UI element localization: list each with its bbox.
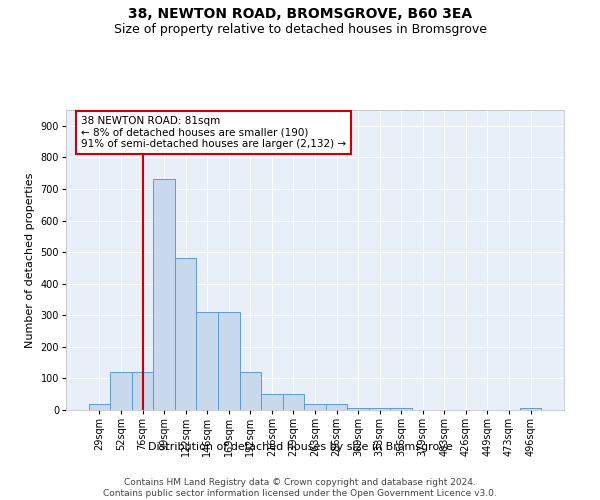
Text: Distribution of detached houses by size in Bromsgrove: Distribution of detached houses by size …	[148, 442, 452, 452]
Bar	[218, 312, 239, 410]
Bar	[347, 408, 369, 410]
Bar	[391, 408, 412, 410]
Bar	[89, 404, 110, 410]
Bar	[261, 394, 283, 410]
Y-axis label: Number of detached properties: Number of detached properties	[25, 172, 35, 348]
Bar	[369, 408, 391, 410]
Bar	[196, 312, 218, 410]
Bar	[304, 404, 326, 410]
Bar	[283, 394, 304, 410]
Bar	[520, 408, 541, 410]
Text: Contains HM Land Registry data © Crown copyright and database right 2024.
Contai: Contains HM Land Registry data © Crown c…	[103, 478, 497, 498]
Text: Size of property relative to detached houses in Bromsgrove: Size of property relative to detached ho…	[113, 22, 487, 36]
Bar	[110, 372, 132, 410]
Text: 38, NEWTON ROAD, BROMSGROVE, B60 3EA: 38, NEWTON ROAD, BROMSGROVE, B60 3EA	[128, 8, 472, 22]
Bar	[132, 372, 154, 410]
Bar	[175, 258, 196, 410]
Text: 38 NEWTON ROAD: 81sqm
← 8% of detached houses are smaller (190)
91% of semi-deta: 38 NEWTON ROAD: 81sqm ← 8% of detached h…	[81, 116, 346, 149]
Bar	[239, 372, 261, 410]
Bar	[154, 180, 175, 410]
Bar	[326, 404, 347, 410]
